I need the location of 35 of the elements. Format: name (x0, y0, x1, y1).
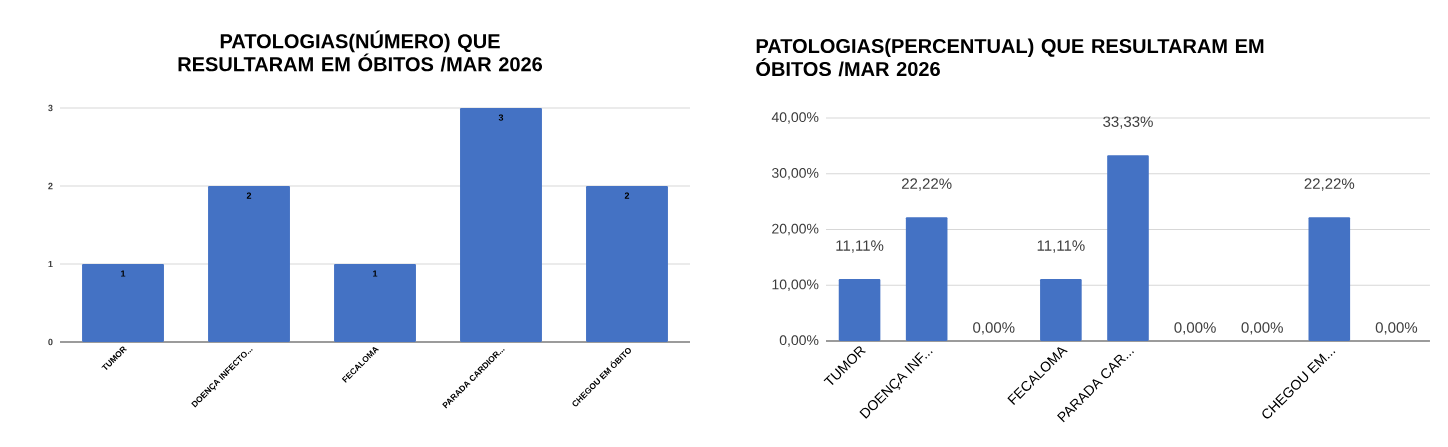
y-tick-label: 30,00% (771, 167, 819, 180)
data-label: 2 (246, 192, 252, 199)
data-label: 11,11% (836, 240, 884, 253)
bar (1308, 217, 1351, 341)
y-tick-label: 40,00% (771, 112, 819, 124)
data-label: 22,22% (1304, 178, 1355, 191)
y-tick-label: 1 (48, 260, 53, 268)
y-tick-label: 0 (48, 338, 53, 346)
bar (1040, 279, 1082, 341)
bar (586, 186, 668, 342)
bar (208, 186, 290, 342)
bar (82, 264, 164, 342)
data-label: 1 (373, 270, 378, 277)
y-tick-label: 2 (48, 182, 53, 190)
y-tick-label: 3 (48, 104, 53, 112)
bar (1107, 155, 1149, 341)
bar (905, 217, 948, 341)
data-label: 2 (624, 192, 630, 199)
data-label: 11,11% (1037, 240, 1085, 253)
y-tick-label: 0,00% (779, 335, 819, 347)
chart-title: PATOLOGIAS(NÚMERO) QUE RESULTARAM EM ÓBITOS /MAR 2026 (178, 30, 543, 72)
bar (838, 279, 881, 341)
data-label: 22,22% (901, 178, 952, 191)
bar (334, 264, 416, 342)
data-label: 0,00% (1174, 322, 1216, 335)
data-label: 3 (498, 114, 504, 121)
bar (460, 108, 542, 342)
data-label: 1 (121, 270, 126, 277)
data-label: 33,33% (1103, 116, 1153, 129)
chart-title: PATOLOGIAS(PERCENTUAL) QUE RESULTARAM EM ÓBITOS /MAR 2026 (756, 38, 1264, 77)
data-label: 0,00% (973, 322, 1015, 335)
y-tick-label: 20,00% (772, 223, 819, 236)
data-label: 0,00% (1375, 322, 1418, 335)
y-tick-label: 10,00% (772, 279, 819, 292)
data-label: 0,00% (1241, 322, 1283, 335)
